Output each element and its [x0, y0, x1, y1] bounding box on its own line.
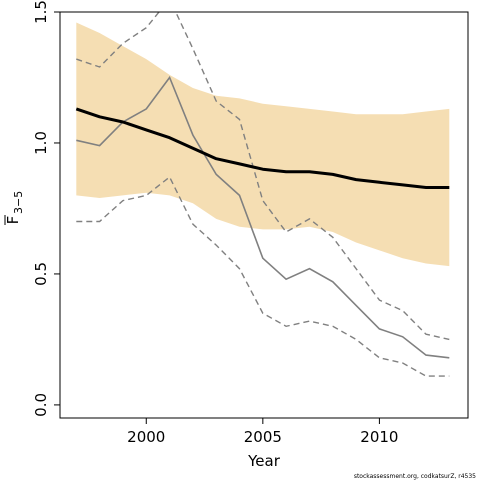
- x-tick-label: 2010: [360, 428, 398, 446]
- x-axis-title: Year: [247, 452, 281, 470]
- y-axis-title: F 3−5: [4, 191, 25, 225]
- y-tick-label: 1.0: [32, 131, 50, 155]
- plot-area: [75, 12, 450, 377]
- y-tick-label: 0.5: [32, 262, 50, 286]
- x-tick-label: 2000: [127, 428, 165, 446]
- y-axis-title-subscript: 3−5: [12, 191, 25, 214]
- axes: 2000 2005 2010 0.0 0.5 1.0 1.5: [32, 0, 398, 446]
- y-tick-label: 0.0: [32, 393, 50, 417]
- confidence-band: [76, 22, 450, 267]
- observed-line: [76, 75, 450, 359]
- y-axis-title-main: F: [4, 216, 22, 225]
- x-tick-label: 2005: [244, 428, 282, 446]
- observed-upper-line: [76, 12, 450, 341]
- observed-lower-line: [76, 175, 450, 377]
- credit-text: stockassessment.org, codkatsurZ, r4535: [354, 473, 476, 480]
- y-tick-label: 1.5: [32, 0, 50, 24]
- estimate-line: [75, 107, 450, 189]
- plot-frame: [59, 11, 469, 419]
